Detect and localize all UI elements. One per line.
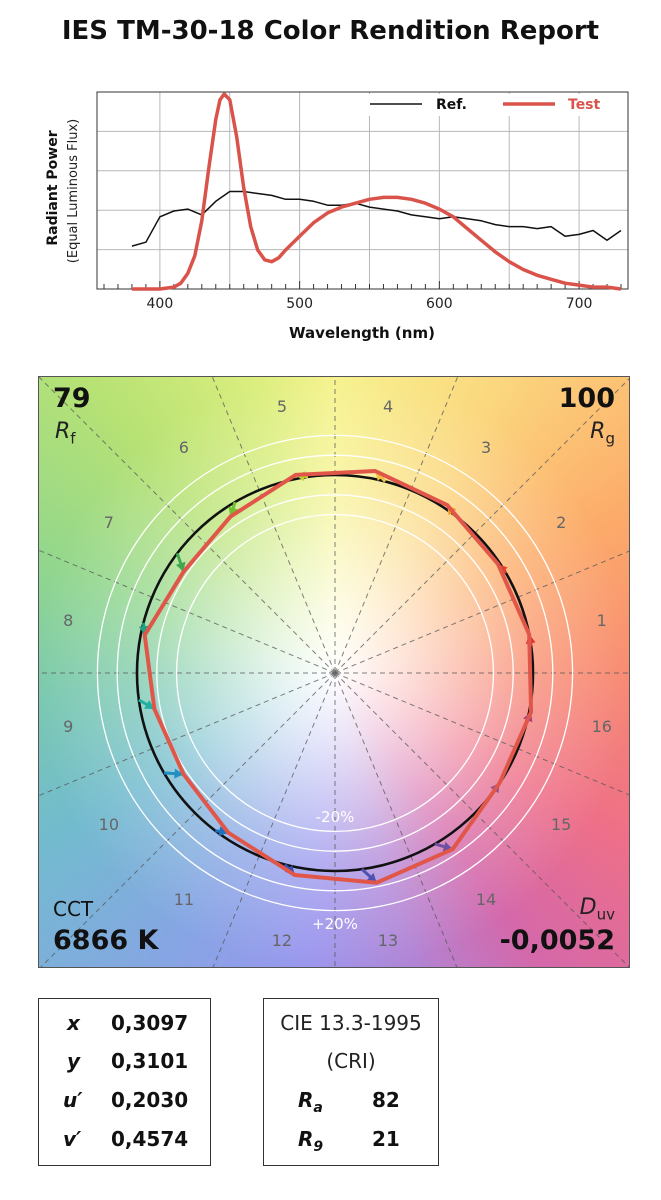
saturation-ring: [96, 434, 574, 912]
spd-series-ref: [131, 190, 622, 247]
test-source-polygon: [142, 469, 534, 885]
hue-bin-label: 9: [63, 717, 73, 736]
ring-label-plus: +20%: [312, 915, 358, 933]
hue-bin-label: 11: [174, 890, 194, 909]
hue-bin-label: 12: [272, 931, 292, 950]
cri-subtitle: (CRI): [326, 1049, 376, 1073]
spd-y-axis-sublabel: (Equal Luminous Flux): [66, 119, 81, 263]
rg-value: 100: [558, 383, 615, 414]
spectral-power-chart: 400 500 600 700 Ref. Test Wavelength (nm) Ra…: [45, 91, 629, 342]
saturation-ring: [156, 494, 514, 852]
hue-bin-spoke: [40, 672, 336, 967]
table-row: R9 21: [264, 1127, 438, 1157]
spd-x-tick-label: 700: [566, 296, 593, 312]
saturation-ring: [116, 454, 554, 892]
color-vector-graphic: 1 2 3 4 5 6 7 8 9 10 11 12 13 14 15 16 -20% +20% 79 Rf …: [38, 376, 630, 968]
ring-label-minus: -20%: [316, 808, 355, 826]
spd-legend: Ref. Test: [365, 94, 623, 116]
rf-value: 79: [53, 383, 91, 414]
duv-symbol: Duv: [579, 895, 615, 924]
hue-bin-spoke: [334, 672, 629, 967]
hue-bin-label: 16: [592, 717, 612, 736]
hue-bin-label: 5: [277, 397, 287, 416]
hue-bin-label: 8: [63, 611, 73, 630]
chroma-key-y: y: [67, 1049, 81, 1073]
hue-bin-label: 10: [99, 815, 119, 834]
spd-x-tick-labels: 400 500 600 700: [147, 296, 593, 312]
table-row: y 0,3101: [39, 1049, 210, 1079]
chroma-value-y: 0,3101: [111, 1049, 189, 1073]
spd-minor-ticks: [103, 281, 622, 289]
hue-shift-arrow: [138, 698, 156, 711]
hue-bin-label: 1: [597, 611, 607, 630]
saturation-rings: [96, 434, 574, 912]
rf-symbol: Rf: [55, 419, 76, 448]
spd-legend-label: Test: [568, 97, 601, 113]
cct-value: 6866 K: [53, 925, 159, 956]
cri-key-r9: R9: [298, 1127, 324, 1155]
hue-bin-spoke: [39, 377, 336, 674]
table-row: v′ 0,4574: [39, 1127, 210, 1157]
cct-label: CCT: [53, 897, 94, 921]
hue-bin-label: 7: [104, 513, 114, 532]
spd-x-tick-label: 500: [286, 296, 313, 312]
spd-x-axis-label: Wavelength (nm): [289, 324, 435, 342]
hue-bin-spoke: [212, 672, 336, 967]
saturation-ring: [175, 513, 495, 833]
chroma-value-x: 0,3097: [111, 1011, 189, 1035]
spd-legend-label: Ref.: [436, 97, 467, 113]
hue-bin-spoke: [211, 377, 336, 674]
hue-bin-spoke: [334, 672, 629, 796]
spd-legend-bg: [365, 94, 623, 116]
hue-bin-spoke: [334, 550, 629, 674]
cri-table: CIE 13.3-1995 (CRI) Ra 82 R9 21: [263, 998, 439, 1166]
cri-value-r9: 21: [372, 1127, 400, 1151]
hue-bin-spoke: [39, 549, 336, 674]
hue-bin-spoke: [39, 672, 336, 797]
hue-bin-label: 14: [476, 890, 496, 909]
report-title: IES TM-30-18 Color Rendition Report: [61, 16, 600, 46]
spd-x-tick-label: 600: [426, 296, 453, 312]
table-row: x 0,3097: [39, 1011, 210, 1041]
spd-gridlines: [97, 92, 628, 289]
spd-plot-frame: [96, 91, 629, 290]
duv-value: -0,0052: [499, 925, 615, 956]
hue-bin-label: 13: [378, 931, 398, 950]
hue-bin-label: 15: [551, 815, 571, 834]
hue-bin-spoke: [334, 378, 629, 674]
rg-symbol: Rg: [590, 419, 615, 448]
table-row: u′ 0,2030: [39, 1088, 210, 1118]
hue-bin-label: 6: [179, 438, 189, 457]
spd-series-test: [131, 92, 622, 291]
spd-y-axis-label: Radiant Power: [45, 130, 61, 245]
cri-key-ra: Ra: [298, 1088, 323, 1116]
cri-title: CIE 13.3-1995: [280, 1011, 422, 1035]
chroma-key-v: v′: [63, 1127, 82, 1151]
hue-bin-label: 3: [481, 438, 491, 457]
chromaticity-table: x 0,3097 y 0,3101 u′ 0,2030 v′ 0,4574: [38, 998, 211, 1166]
chroma-value-u: 0,2030: [111, 1088, 189, 1112]
chroma-key-x: x: [67, 1011, 80, 1035]
chroma-key-u: u′: [63, 1088, 83, 1112]
hue-bin-label: 4: [383, 397, 393, 416]
cri-value-ra: 82: [372, 1088, 400, 1112]
spd-x-tick-label: 400: [147, 296, 174, 312]
spd-series-lines: [131, 92, 622, 291]
hue-shift-arrow: [163, 768, 184, 779]
hue-bin-label: 2: [556, 513, 566, 532]
reference-circle: [135, 473, 535, 873]
chroma-value-v: 0,4574: [111, 1127, 189, 1151]
hue-bin-spoke: [334, 377, 459, 674]
table-row: Ra 82: [264, 1088, 438, 1118]
